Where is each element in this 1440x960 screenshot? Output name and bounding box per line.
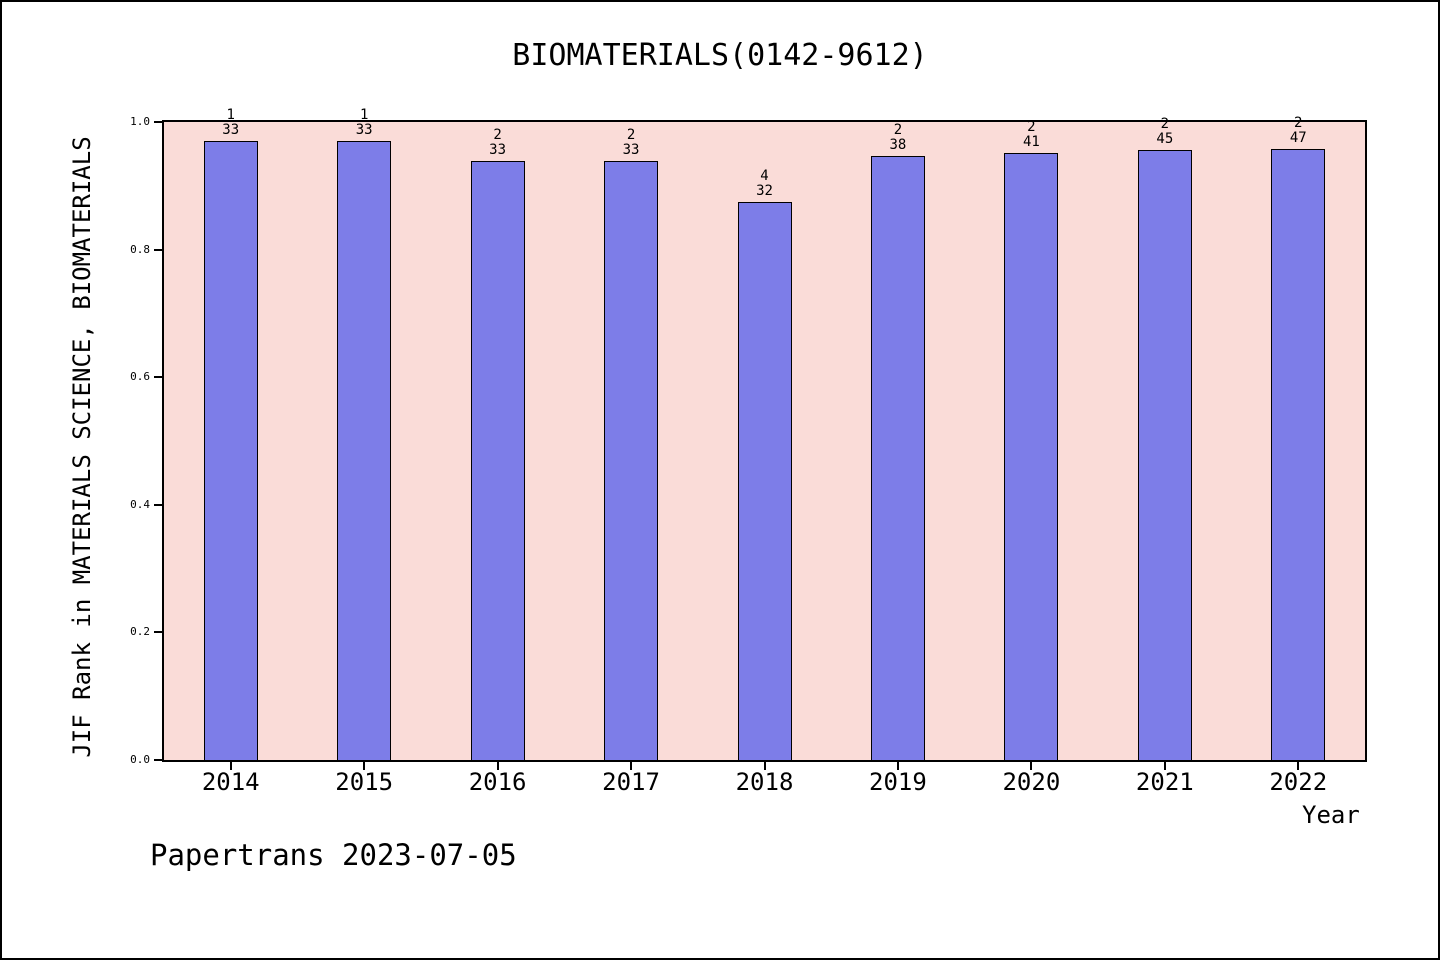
x-tick-label: 2016 xyxy=(468,768,527,796)
y-tick xyxy=(154,121,162,123)
x-tick xyxy=(1163,762,1166,770)
bar-2021 xyxy=(1137,150,1192,760)
footer-text: Papertrans 2023-07-05 xyxy=(150,838,517,872)
bar-value-label: 1 33 xyxy=(324,108,404,138)
bar-total: 33 xyxy=(489,142,507,158)
y-tick-label: 0.6 xyxy=(130,370,150,384)
bar-2015 xyxy=(337,141,392,760)
bar-value-label: 2 33 xyxy=(591,128,671,158)
bar-total: 45 xyxy=(1156,131,1174,147)
bar-rank: 2 xyxy=(493,127,502,143)
x-tick xyxy=(229,762,232,770)
y-tick-label: 0.2 xyxy=(130,625,150,639)
bar-total: 33 xyxy=(222,122,240,138)
bar-rank: 2 xyxy=(893,122,903,138)
bar-rank: 1 xyxy=(359,107,369,123)
bar-value-label: 2 33 xyxy=(458,128,538,158)
bar-value-label: 2 38 xyxy=(858,123,938,153)
y-tick xyxy=(154,759,162,761)
bar-2018 xyxy=(737,202,792,760)
x-tick xyxy=(1297,762,1300,770)
x-tick xyxy=(363,762,366,770)
x-tick-label: 2021 xyxy=(1135,768,1194,796)
y-tick-label: 0.4 xyxy=(130,497,150,511)
x-axis-label: Year xyxy=(1302,801,1360,829)
bar-total: 33 xyxy=(355,122,373,138)
bar-value-label: 2 47 xyxy=(1258,116,1338,146)
bar-rank: 4 xyxy=(760,168,769,184)
y-tick xyxy=(154,631,162,634)
x-tick xyxy=(496,762,499,770)
plot-area: 1 33 1 33 2 33 2 33 4 32 2 38 2 41 2 45 2 47 xyxy=(162,108,1367,762)
bar-total: 38 xyxy=(889,137,907,153)
x-tick-label: 2022 xyxy=(1269,768,1328,796)
bar-2017 xyxy=(604,161,659,760)
x-tick-label: 2020 xyxy=(1002,768,1061,796)
y-tick xyxy=(154,503,162,506)
x-tick xyxy=(1030,762,1033,770)
chart-title: BIOMATERIALS(0142-9612) xyxy=(512,38,928,73)
bar-value-label: 1 33 xyxy=(191,108,271,138)
x-tick xyxy=(630,762,633,770)
x-tick-label: 2017 xyxy=(602,768,660,796)
bar-2014 xyxy=(203,141,258,760)
bar-total: 32 xyxy=(756,183,773,199)
x-tick-label: 2019 xyxy=(869,768,927,796)
bar-2022 xyxy=(1271,149,1326,760)
y-tick-label: 1.0 xyxy=(130,115,150,128)
y-tick xyxy=(154,376,162,379)
bar-2020 xyxy=(1004,153,1059,760)
x-tick-label: 2014 xyxy=(201,768,260,796)
bar-total: 33 xyxy=(622,142,640,158)
bar-value-label: 2 41 xyxy=(991,120,1071,150)
bar-rank: 2 xyxy=(1294,115,1303,131)
bar-total: 47 xyxy=(1289,130,1307,146)
y-tick-label: 0.8 xyxy=(130,242,150,256)
x-tick xyxy=(896,762,899,770)
bar-value-label: 2 45 xyxy=(1125,117,1205,147)
x-tick-label: 2018 xyxy=(735,768,794,796)
bar-total: 41 xyxy=(1022,134,1040,150)
x-tick xyxy=(763,762,766,770)
y-axis-label: JIF Rank in MATERIALS SCIENCE, BIOMATERI… xyxy=(68,136,96,758)
bar-rank: 2 xyxy=(626,127,636,143)
y-tick-label: 0.0 xyxy=(130,753,150,766)
bar-2019 xyxy=(870,156,925,760)
x-tick-label: 2015 xyxy=(335,768,394,796)
bar-value-label: 4 32 xyxy=(725,169,805,199)
bar-rank: 2 xyxy=(1160,116,1170,132)
bar-rank: 2 xyxy=(1027,119,1036,135)
bar-rank: 1 xyxy=(226,107,235,123)
y-tick xyxy=(154,248,162,251)
bar-2016 xyxy=(470,161,525,760)
